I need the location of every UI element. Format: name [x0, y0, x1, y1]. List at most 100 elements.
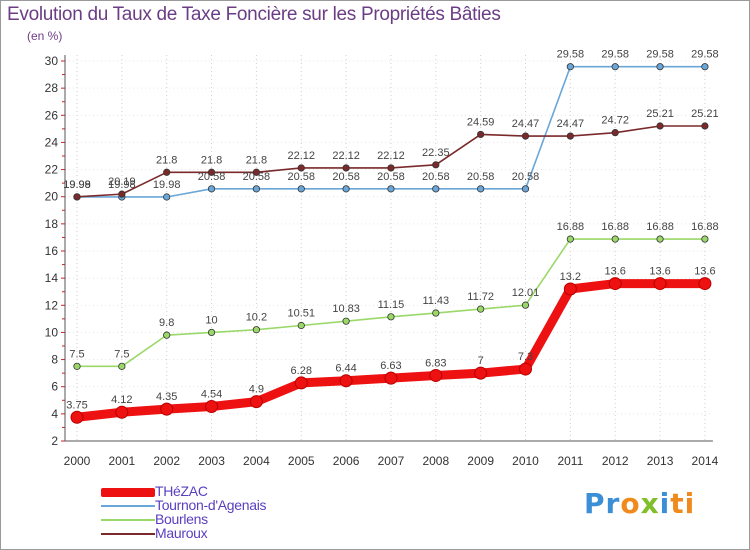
- data-point[interactable]: [207, 185, 216, 193]
- data-point[interactable]: [118, 190, 126, 198]
- y-tick-label: 16: [45, 244, 59, 258]
- legend-label-tournon: Tournon-d'Agenais: [155, 497, 267, 513]
- data-point[interactable]: [297, 185, 305, 193]
- data-point[interactable]: [477, 130, 485, 139]
- data-label: 29.58: [601, 49, 629, 61]
- data-point[interactable]: [387, 185, 395, 193]
- data-point[interactable]: [432, 185, 440, 193]
- y-tick-label: 8: [51, 353, 58, 367]
- data-point[interactable]: [163, 193, 171, 201]
- data-point[interactable]: [249, 395, 263, 409]
- data-point[interactable]: [608, 277, 622, 291]
- data-point[interactable]: [115, 405, 129, 419]
- data-label: 10.2: [246, 312, 267, 324]
- data-point[interactable]: [429, 368, 443, 382]
- data-point[interactable]: [519, 362, 532, 376]
- data-point[interactable]: [566, 235, 574, 243]
- data-point[interactable]: [73, 193, 81, 201]
- data-label: 4.54: [201, 389, 222, 401]
- data-point[interactable]: [207, 328, 216, 337]
- data-label: 29.58: [646, 49, 674, 61]
- data-point[interactable]: [701, 122, 709, 130]
- data-label: 24.72: [601, 115, 629, 127]
- data-point[interactable]: [163, 331, 171, 339]
- data-label: 22.12: [332, 150, 360, 162]
- data-point[interactable]: [432, 161, 440, 169]
- x-tick-label: 2003: [198, 454, 225, 468]
- data-label: 20.58: [287, 171, 315, 183]
- data-label: 7.3: [518, 351, 533, 363]
- legend-item-bourlens[interactable]: Bourlens: [101, 511, 361, 527]
- data-point[interactable]: [252, 326, 260, 334]
- data-point[interactable]: [252, 168, 260, 176]
- data-point[interactable]: [611, 235, 619, 243]
- data-label: 25.21: [646, 108, 674, 120]
- x-tick-label: 2005: [288, 454, 315, 468]
- x-tick-label: 2000: [64, 454, 91, 468]
- data-point[interactable]: [701, 235, 709, 243]
- data-label: 4.12: [111, 394, 132, 406]
- chart-title: Evolution du Taux de Taxe Foncière sur l…: [7, 4, 501, 25]
- data-point[interactable]: [342, 185, 350, 193]
- data-point[interactable]: [521, 301, 530, 309]
- x-tick-label: 2006: [333, 454, 360, 468]
- data-point[interactable]: [656, 122, 664, 130]
- data-point[interactable]: [701, 63, 709, 71]
- data-point[interactable]: [477, 305, 485, 313]
- data-label: 10.83: [332, 303, 360, 315]
- data-point[interactable]: [294, 376, 308, 390]
- data-label: 20.58: [198, 171, 226, 183]
- legend-item-tournon[interactable]: Tournon-d'Agenais: [101, 497, 361, 513]
- data-point[interactable]: [297, 164, 305, 172]
- data-point[interactable]: [160, 402, 174, 416]
- data-point[interactable]: [387, 313, 395, 321]
- x-tick-label: 2014: [692, 454, 719, 468]
- data-point[interactable]: [656, 235, 664, 243]
- data-label: 4.35: [156, 391, 177, 403]
- data-label: 11.43: [422, 295, 449, 307]
- data-point[interactable]: [342, 164, 350, 172]
- data-point[interactable]: [70, 410, 84, 424]
- data-point[interactable]: [297, 321, 305, 330]
- data-point[interactable]: [611, 63, 619, 71]
- data-point[interactable]: [163, 168, 171, 176]
- data-point[interactable]: [118, 362, 126, 370]
- axes: [64, 55, 713, 442]
- data-point[interactable]: [384, 371, 398, 385]
- data-point[interactable]: [611, 129, 619, 137]
- data-point[interactable]: [653, 277, 667, 291]
- y-tick-label: 18: [45, 217, 59, 231]
- data-point[interactable]: [521, 185, 530, 193]
- legend-swatch-bourlens: [101, 519, 155, 521]
- legend-item-mauroux[interactable]: Mauroux: [101, 525, 361, 541]
- data-point[interactable]: [566, 63, 574, 71]
- y-tick-label: 26: [45, 108, 59, 122]
- x-tick-label: 2010: [512, 454, 539, 468]
- data-point[interactable]: [207, 168, 216, 176]
- data-point[interactable]: [342, 317, 350, 325]
- data-point[interactable]: [698, 277, 712, 291]
- data-label: 10.51: [287, 308, 315, 320]
- data-point[interactable]: [339, 374, 353, 388]
- data-label: 20.19: [108, 176, 136, 188]
- data-point[interactable]: [477, 185, 485, 193]
- data-point[interactable]: [432, 309, 440, 317]
- data-label: 10: [205, 314, 217, 326]
- data-point[interactable]: [521, 132, 530, 140]
- y-tick-label: 6: [51, 380, 58, 394]
- data-point[interactable]: [252, 185, 260, 193]
- data-point[interactable]: [73, 362, 81, 370]
- data-point[interactable]: [563, 282, 577, 296]
- data-point[interactable]: [387, 164, 395, 172]
- data-label: 6.44: [335, 363, 356, 375]
- data-label: 19.98: [108, 179, 136, 191]
- data-label: 22.12: [287, 150, 315, 162]
- legend-item-thezac[interactable]: THéZAC: [101, 483, 361, 499]
- data-point[interactable]: [205, 400, 219, 414]
- data-point[interactable]: [474, 366, 488, 380]
- data-label: 13.6: [694, 266, 715, 278]
- data-point[interactable]: [566, 132, 574, 140]
- data-point[interactable]: [656, 63, 664, 71]
- y-tick-label: 12: [45, 298, 59, 312]
